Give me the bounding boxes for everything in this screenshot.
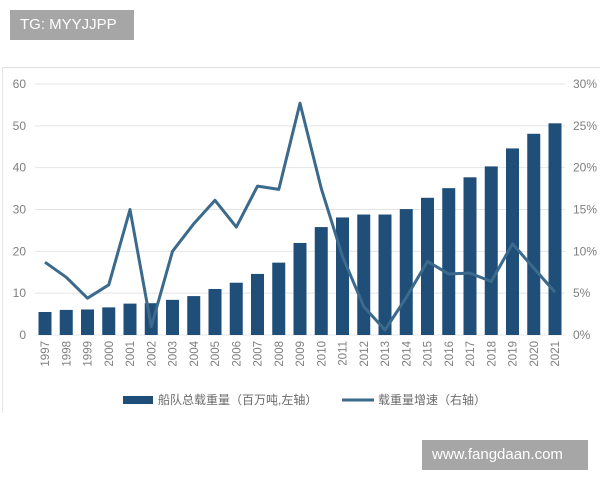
x-tick-label: 2013: [380, 341, 392, 367]
left-tick-label: 50: [13, 119, 27, 133]
x-tick-label: 2021: [550, 341, 562, 367]
bar: [378, 214, 392, 335]
right-tick-label: 15%: [573, 203, 597, 217]
right-tick-label: 10%: [573, 244, 597, 258]
bar: [272, 262, 286, 335]
x-tick-label: 2004: [189, 340, 201, 366]
bar: [229, 282, 243, 335]
bar: [166, 299, 179, 335]
left-tick-label: 60: [13, 77, 27, 91]
x-tick-label: 2018: [486, 341, 498, 367]
x-tick-label: 1998: [61, 341, 73, 367]
watermark-top: TG: MYYJJPP: [10, 10, 134, 40]
left-tick-label: 30: [13, 203, 27, 217]
bar: [314, 227, 328, 335]
bar: [293, 242, 307, 335]
bar: [463, 177, 477, 335]
bar: [59, 309, 73, 335]
bar: [81, 309, 94, 335]
growth-line: [44, 101, 557, 332]
x-tick-label: 2020: [529, 341, 541, 367]
bar: [208, 288, 222, 335]
left-tick-label: 20: [13, 244, 27, 258]
bar: [187, 296, 201, 335]
bar: [357, 214, 371, 335]
bar: [548, 123, 562, 335]
bar: [336, 217, 349, 335]
x-tick-label: 2000: [104, 341, 116, 367]
chart-frame: [2, 67, 600, 413]
left-tick-label: 10: [13, 286, 27, 300]
gridlines: [35, 83, 565, 336]
legend: 船队总载重量（百万吨,左轴） 载重量增速（右轴）: [123, 392, 486, 407]
right-tick-label: 0%: [573, 328, 591, 342]
legend-line-label: 载重量增速（右轴）: [378, 392, 486, 407]
bar: [421, 197, 434, 335]
legend-bar-label: 船队总载重量（百万吨,左轴）: [158, 392, 317, 407]
x-tick-label: 2014: [401, 340, 413, 366]
x-tick-label: 2007: [253, 341, 265, 367]
right-tick-label: 20%: [573, 161, 597, 175]
right-tick-label: 5%: [573, 286, 591, 300]
bar: [442, 188, 456, 335]
left-tick-label: 0: [19, 328, 26, 342]
bar: [38, 311, 52, 335]
bar: [251, 273, 264, 335]
x-tick-label: 2016: [444, 341, 456, 367]
bar-series: [38, 123, 562, 335]
x-tick-label: 2005: [210, 341, 222, 367]
x-tick-label: 2017: [465, 341, 477, 367]
x-tick-label: 2006: [231, 341, 243, 367]
x-tick-label: 2012: [359, 341, 371, 367]
x-tick-label: 2002: [146, 341, 158, 367]
right-tick-label: 25%: [573, 119, 597, 133]
x-axis-labels: 1997 1998 1999 2000 2001 2002 2003 2004 2005 2006…: [40, 340, 562, 366]
bar: [102, 307, 116, 335]
left-axis-ticks: 0 10 20 30 40 50 60: [13, 77, 27, 342]
bar: [527, 133, 541, 335]
watermark-bottom: www.fangdaan.com: [422, 440, 588, 470]
legend-bar-swatch: [123, 396, 153, 404]
x-tick-label: 2009: [295, 341, 307, 367]
bar: [484, 166, 498, 335]
bar: [399, 209, 413, 335]
bar: [506, 148, 519, 335]
x-tick-label: 2003: [168, 341, 180, 367]
x-tick-label: 2001: [125, 341, 137, 367]
right-tick-label: 30%: [573, 77, 597, 91]
x-tick-label: 2008: [274, 341, 286, 367]
x-tick-label: 1997: [40, 341, 52, 367]
line-series: [44, 101, 557, 332]
x-tick-label: 2010: [316, 341, 328, 367]
bar: [123, 303, 137, 335]
x-tick-label: 1999: [83, 341, 95, 367]
x-tick-label: 2011: [338, 341, 350, 366]
right-axis-ticks: 0% 5% 10% 15% 20% 25% 30%: [573, 77, 597, 342]
x-tick-label: 2019: [508, 341, 520, 367]
x-tick-label: 2015: [423, 341, 435, 367]
left-tick-label: 40: [13, 161, 27, 175]
